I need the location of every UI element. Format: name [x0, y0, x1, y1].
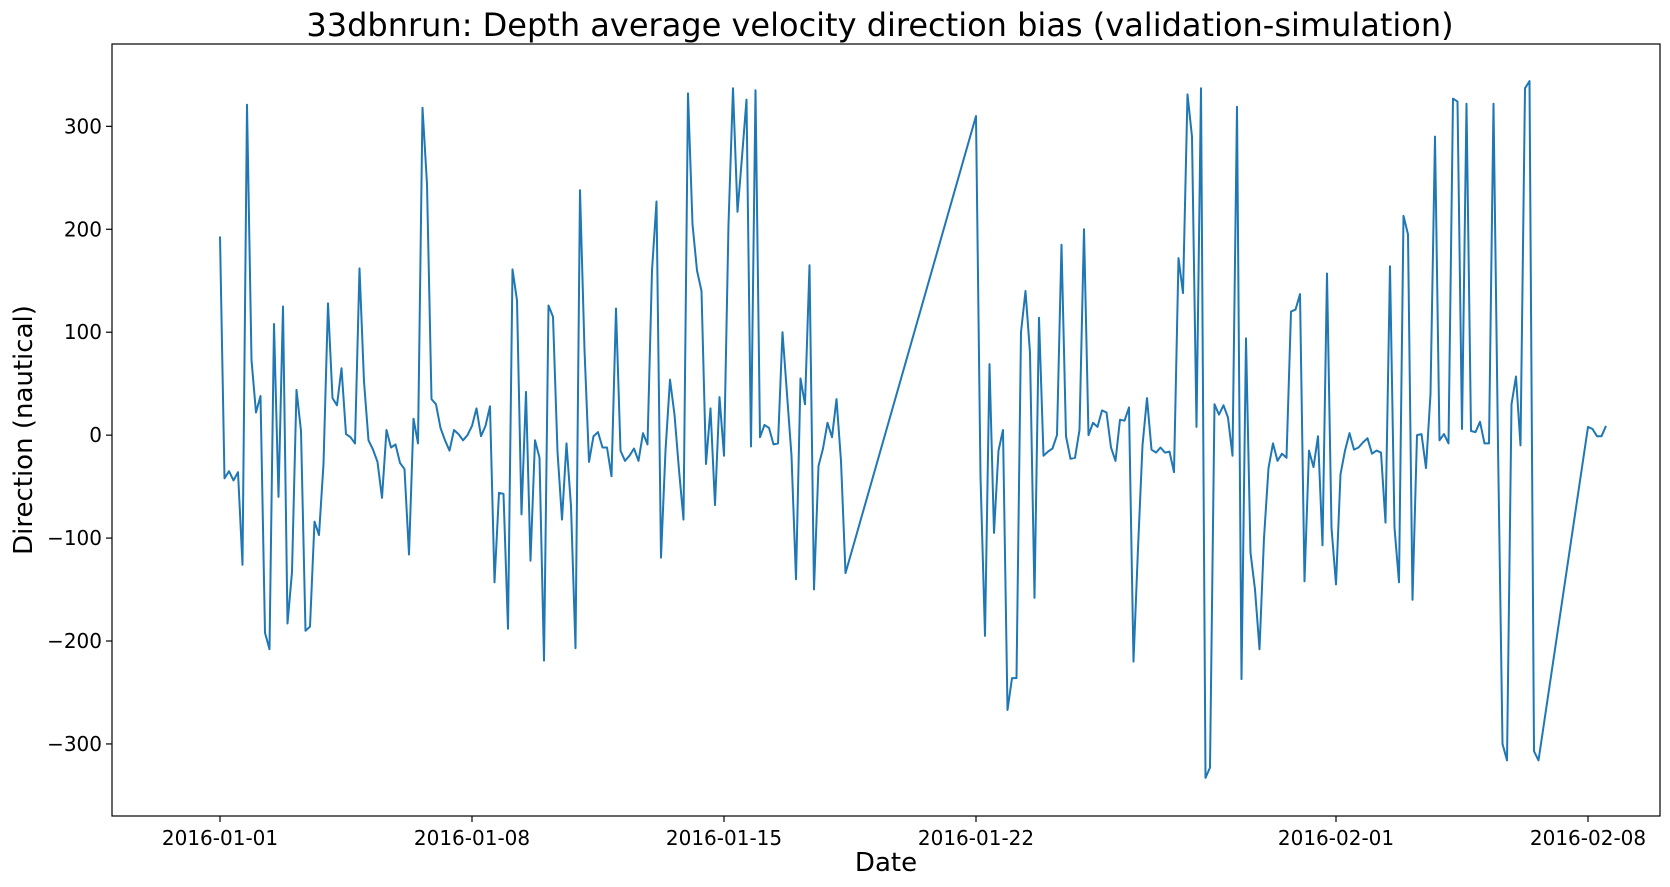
x-axis-label: Date — [855, 848, 917, 878]
series-line — [219, 80, 1607, 779]
x-tick-label: 2016-01-01 — [162, 826, 278, 850]
x-tick-label: 2016-02-01 — [1278, 826, 1394, 850]
chart-title: 33dbnrun: Depth average velocity directi… — [306, 6, 1453, 44]
y-tick-label: 200 — [64, 217, 102, 241]
y-axis: −300 −200 −100 0 100 200 300 — [47, 114, 112, 756]
y-tick-label: 100 — [64, 320, 102, 344]
y-tick-label: 300 — [64, 114, 102, 138]
x-tick-label: 2016-01-08 — [414, 826, 530, 850]
plot-area — [111, 43, 1661, 817]
x-tick-label: 2016-02-08 — [1530, 826, 1646, 850]
x-tick-label: 2016-01-22 — [918, 826, 1034, 850]
y-tick-label: 0 — [89, 423, 102, 447]
y-tick-label: −100 — [47, 526, 102, 550]
y-tick-label: −200 — [47, 629, 102, 653]
x-tick-label: 2016-01-15 — [666, 826, 782, 850]
y-axis-label: Direction (nautical) — [9, 305, 39, 555]
x-axis: 2016-01-01 2016-01-08 2016-01-15 2016-01-22… — [162, 816, 1646, 850]
y-tick-label: −300 — [47, 732, 102, 756]
